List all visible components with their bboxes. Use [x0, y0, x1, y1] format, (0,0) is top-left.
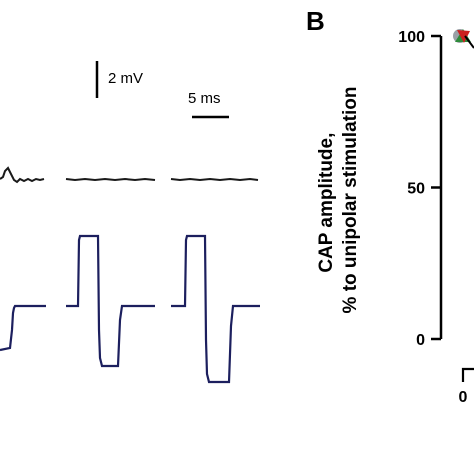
cap-trace-3	[170, 177, 259, 182]
y-tick-label-0: 0	[416, 332, 425, 349]
data-points	[453, 29, 474, 49]
marker-red	[457, 30, 470, 43]
y-tick-label-50: 50	[407, 181, 425, 198]
panel-b: B CAP amplitude, % to unipolar stimulati…	[306, 6, 474, 406]
y-tick-label-100: 100	[398, 29, 425, 46]
y-axis-label: CAP amplitude, % to unipolar stimulation	[316, 87, 361, 314]
stimulus-trace-2	[66, 234, 155, 368]
x-tick-label-0: 0	[459, 389, 468, 406]
cap-trace-1	[0, 166, 45, 184]
stimulus-trace-1	[0, 304, 46, 352]
x-axis-stub	[461, 367, 474, 382]
data-point	[453, 29, 474, 49]
time-scale-label: 5 ms	[188, 90, 221, 107]
y-ticks: 0 50 100	[398, 29, 441, 349]
y-axis-label-line1: CAP amplitude,	[316, 133, 337, 273]
stimulus-trace-3	[171, 234, 260, 384]
y-axis-label-line2: % to unipolar stimulation	[340, 87, 361, 314]
cap-trace-2	[65, 177, 156, 182]
connector-line	[464, 35, 474, 49]
voltage-scale-label: 2 mV	[108, 70, 143, 87]
panel-b-letter: B	[306, 6, 325, 36]
panel-a-traces: 2 mV 5 ms	[0, 61, 260, 384]
